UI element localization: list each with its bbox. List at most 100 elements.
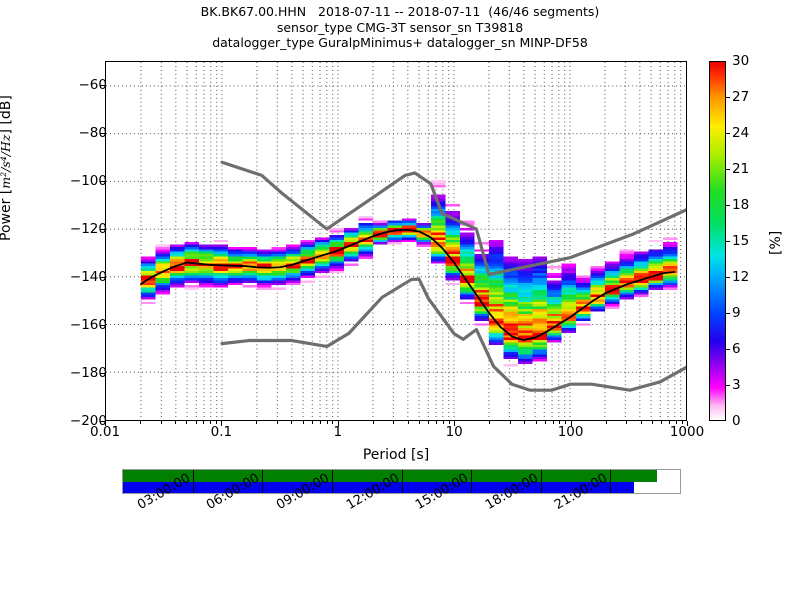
x-tick-mark-minor [210, 421, 212, 424]
y-tick-mark [100, 373, 105, 374]
x-tick-label: 0.1 [210, 424, 233, 440]
ppsd-axes [105, 61, 687, 421]
x-tick-mark-minor [661, 421, 663, 424]
timeline-tick [610, 470, 612, 493]
colorbar-tick-label: 24 [732, 125, 750, 141]
x-tick-mark-minor [203, 421, 205, 424]
colorbar-tick-label: 21 [732, 161, 750, 177]
x-tick-mark-minor [640, 421, 642, 424]
timeline-tick [471, 470, 473, 493]
x-tick-mark-minor [332, 421, 334, 424]
timeline-tick [192, 470, 194, 493]
title-line-sensor: sensor_type CMG-3T sensor_sn T39818 [276, 19, 524, 35]
colorbar-tick-label: 0 [732, 413, 741, 429]
timeline-tick [401, 470, 403, 493]
colorbar-tick-label: 6 [732, 341, 741, 357]
y-tick-mark [100, 133, 105, 134]
x-tick-mark-minor [140, 421, 142, 424]
colorbar-tick-mark [726, 169, 730, 170]
colorbar-tick-label: 27 [732, 89, 750, 105]
x-tick-mark-minor [559, 421, 561, 424]
timeline-tick [262, 470, 264, 493]
colorbar-tick-mark [726, 277, 730, 278]
ppsd-plot-area [106, 62, 686, 420]
y-tick-mark [100, 181, 105, 182]
x-tick-mark-minor [216, 421, 218, 424]
x-tick-mark-minor [668, 421, 670, 424]
x-tick-mark-minor [442, 421, 444, 424]
y-tick-label: −100 [69, 173, 107, 189]
colorbar-tick-mark [726, 205, 730, 206]
colorbar-tick-label: 18 [732, 197, 750, 213]
timeline-segment [123, 481, 634, 493]
y-tick-label: −140 [69, 269, 107, 285]
timeline-tick [540, 470, 542, 493]
x-tick-mark-minor [428, 421, 430, 424]
y-tick-label: −200 [69, 413, 107, 429]
x-tick-mark-minor [319, 421, 321, 424]
y-tick-label: −180 [69, 365, 107, 381]
y-tick-label: −80 [78, 125, 108, 141]
y-axis-label: Power [m²/s⁴/Hz] [dB] [0, 95, 14, 241]
x-tick-mark-minor [419, 421, 421, 424]
x-tick-mark-minor [565, 421, 567, 424]
x-tick-mark-minor [535, 421, 537, 424]
colorbar-tick-mark [726, 313, 730, 314]
noise-model-curves [220, 160, 686, 392]
x-tick-mark [221, 421, 223, 426]
x-tick-mark-minor [276, 421, 278, 424]
colorbar-tick-label: 3 [732, 377, 741, 393]
coverage-timeline[interactable] [122, 469, 681, 494]
x-tick-mark-minor [552, 421, 554, 424]
x-tick-mark-minor [509, 421, 511, 424]
x-tick-mark-minor [681, 421, 683, 424]
x-tick-mark-minor [311, 421, 313, 424]
x-tick-mark-minor [626, 421, 628, 424]
grid-lines [106, 62, 686, 420]
x-tick-mark [687, 421, 688, 426]
y-tick-mark [100, 277, 105, 278]
x-tick-label: 1000 [669, 424, 705, 440]
title-line-station: BK.BK67.00.HHN 2018-07-11 -- 2018-07-11 … [200, 4, 600, 19]
timeline-segment [123, 470, 657, 482]
colorbar-unit-label: [%] [768, 230, 784, 255]
colorbar [709, 61, 726, 421]
data-coverage-band [123, 470, 680, 482]
y-tick-mark [100, 85, 105, 86]
x-tick-mark-minor [675, 421, 677, 424]
timeline-tick [331, 470, 333, 493]
x-tick-mark-minor [326, 421, 328, 424]
colorbar-tick-label: 9 [732, 305, 741, 321]
y-tick-label: −120 [69, 221, 107, 237]
x-tick-label: 100 [557, 424, 584, 440]
x-tick-mark-minor [407, 421, 409, 424]
ppsd-histogram [140, 180, 678, 367]
x-tick-label: 0.01 [89, 424, 121, 440]
x-tick-mark-minor [302, 421, 304, 424]
colorbar-tick-label: 15 [732, 233, 750, 249]
y-tick-mark [100, 229, 105, 230]
x-tick-mark [570, 421, 572, 426]
x-tick-mark-minor [436, 421, 438, 424]
y-tick-label: −60 [78, 77, 108, 93]
x-tick-mark-minor [186, 421, 188, 424]
x-tick-mark-minor [544, 421, 546, 424]
colorbar-tick-mark [726, 133, 730, 134]
plot-title: BK.BK67.00.HHN 2018-07-11 -- 2018-07-11 … [0, 4, 800, 51]
x-tick-label: 1 [333, 424, 343, 440]
psd-segments-band [123, 481, 680, 493]
x-tick-mark-minor [372, 421, 374, 424]
x-tick-mark-minor [160, 421, 162, 424]
x-tick-mark-minor [195, 421, 197, 424]
colorbar-tick-mark [726, 241, 730, 242]
colorbar-gradient [710, 62, 725, 420]
colorbar-tick-mark [726, 349, 730, 350]
x-axis-label: Period [s] [362, 447, 430, 463]
x-tick-label: 10 [445, 424, 463, 440]
x-tick-mark [105, 421, 106, 426]
x-tick-mark-minor [256, 421, 258, 424]
x-tick-mark-minor [448, 421, 450, 424]
x-tick-mark-minor [291, 421, 293, 424]
x-tick-mark-minor [605, 421, 607, 424]
y-tick-label: −160 [69, 317, 107, 333]
